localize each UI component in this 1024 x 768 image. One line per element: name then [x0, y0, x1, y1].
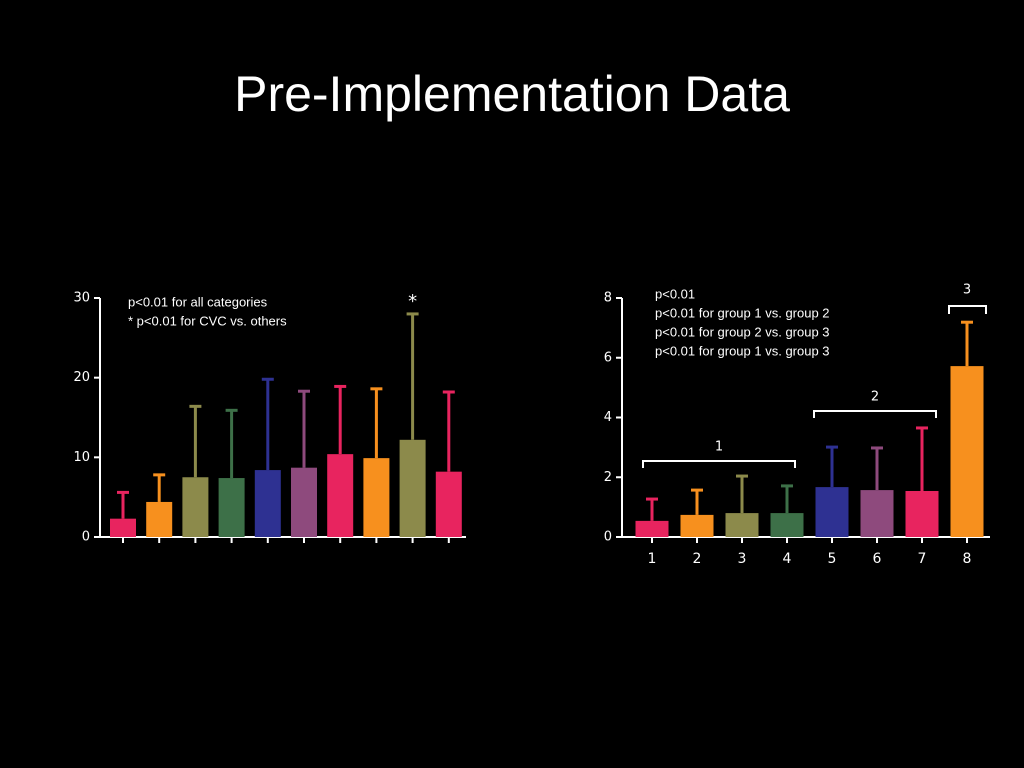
bar	[680, 514, 714, 537]
annotation: * p<0.01 for CVC vs. others	[128, 313, 287, 328]
x-tick-label: 2	[693, 551, 702, 567]
x-tick-label: 8	[963, 551, 972, 567]
x-tick-label: 3	[738, 551, 747, 567]
y-tick-label: 30	[73, 291, 90, 306]
annotation: p<0.01 for group 2 vs. group 3	[655, 324, 830, 339]
bracket	[642, 460, 796, 468]
annotation: p<0.01	[655, 286, 695, 301]
slide-title: Pre-Implementation Data	[234, 66, 790, 122]
x-tick-label: 4	[783, 551, 792, 567]
y-tick-label: 10	[73, 450, 90, 465]
star: *	[408, 291, 417, 312]
x-tick-label: 6	[873, 551, 882, 567]
bar	[254, 470, 281, 537]
bracket	[948, 305, 987, 314]
y-tick-label: 0	[82, 530, 90, 545]
annotation: p<0.01 for all categories	[128, 294, 268, 309]
bracket	[813, 410, 937, 418]
bar	[860, 490, 894, 537]
bar	[435, 471, 462, 537]
bar	[950, 366, 984, 537]
x-tick-label: 7	[918, 551, 927, 567]
bar	[146, 501, 173, 537]
bar	[291, 467, 317, 537]
annotation: p<0.01 for group 1 vs. group 3	[655, 343, 830, 358]
y-tick-label: 2	[604, 470, 612, 485]
group-label: 3	[963, 283, 971, 298]
y-tick-label: 20	[73, 370, 90, 385]
bar	[110, 518, 136, 537]
y-tick-label: 8	[604, 291, 612, 306]
bar	[770, 513, 804, 537]
bar	[905, 490, 939, 537]
bar	[182, 477, 209, 537]
bar	[363, 458, 390, 537]
bar	[327, 454, 354, 537]
bar	[399, 439, 426, 537]
bar	[725, 513, 759, 537]
annotation: p<0.01 for group 1 vs. group 2	[655, 305, 830, 320]
bar	[218, 478, 245, 537]
group-label: 1	[715, 440, 723, 455]
group-label: 2	[871, 390, 879, 405]
bar	[815, 487, 849, 537]
y-tick-label: 6	[604, 350, 612, 365]
x-tick-label: 1	[648, 551, 657, 567]
x-tick-label: 5	[828, 551, 837, 567]
bar	[635, 520, 669, 537]
y-tick-label: 4	[604, 410, 612, 425]
y-tick-label: 0	[604, 530, 612, 545]
